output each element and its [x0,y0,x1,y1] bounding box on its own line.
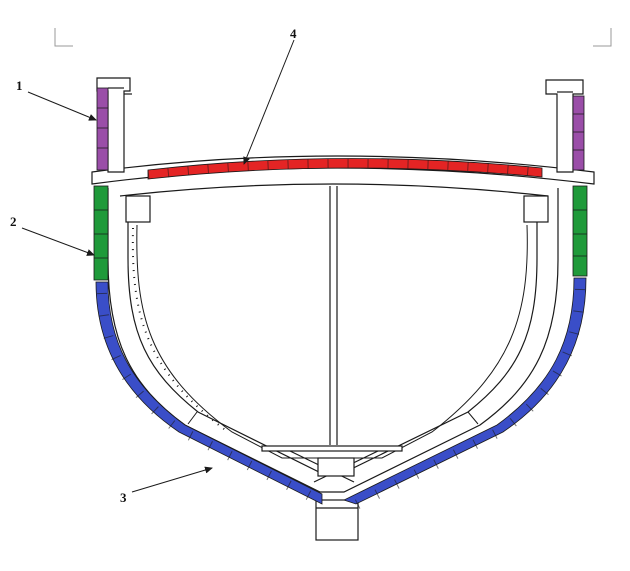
central-shaft-assembly [261,186,403,541]
zone-2-left-strip [93,185,109,281]
inner-support-lines [187,411,479,425]
crop-marks [54,28,612,47]
zone-3-right-band [342,277,587,505]
leader-2 [21,227,95,256]
callout-leaders [21,39,295,493]
vessel-outer-wall [107,188,559,493]
zone-2-green [93,185,588,281]
callout-label-4: 4 [290,26,297,41]
zone-3-left-band [95,281,323,505]
leader-4 [243,39,295,165]
agitator-plate [261,445,403,452]
callout-label-1: 1 [16,78,23,93]
zone-3-right-band-dividers [353,282,585,510]
leader-3 [131,466,213,493]
vessel-inner-cavity [136,224,528,459]
zone-1-right-strip [572,95,585,171]
callout-label-3: 3 [120,490,127,505]
lid-right-flange [523,195,549,223]
outlet-nozzle [315,499,359,541]
callout-labels: 1 2 3 4 [10,26,297,505]
zone-2-right-strip [572,185,588,277]
lid-left-flange [125,195,151,223]
zone-1-left-strip [96,87,109,171]
zone-4-top-band-dividers [147,158,543,180]
right-support-column [545,79,584,173]
leader-1 [27,91,97,121]
shaft-hub [317,457,355,477]
lid-lower-rim [119,183,549,197]
zone-3-blue [95,277,587,510]
callout-label-2: 2 [10,214,17,229]
zone-1-purple [96,87,585,171]
